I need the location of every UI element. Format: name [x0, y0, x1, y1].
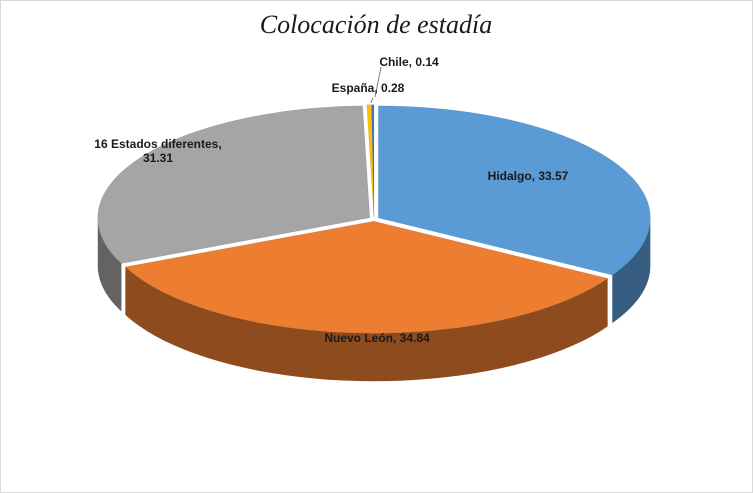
slice [378, 105, 651, 276]
slice [97, 105, 371, 264]
data-label: Chile, 0.14 [379, 55, 439, 69]
chart-title: Colocación de estadía [260, 10, 493, 39]
data-label: España, 0.28 [331, 81, 405, 95]
slice [371, 104, 375, 217]
slice-side [97, 217, 122, 312]
slice [124, 220, 609, 334]
data-label: Hidalgo, 33.57 [487, 169, 569, 183]
slice-side [612, 217, 651, 324]
leader-line [370, 97, 374, 104]
data-label: 16 Estados diferentes, 31.31 [94, 137, 222, 165]
leader-line [374, 66, 382, 98]
data-label: Nuevo León, 34.84 [324, 331, 430, 345]
slice [366, 104, 375, 217]
slice-side [125, 266, 608, 382]
